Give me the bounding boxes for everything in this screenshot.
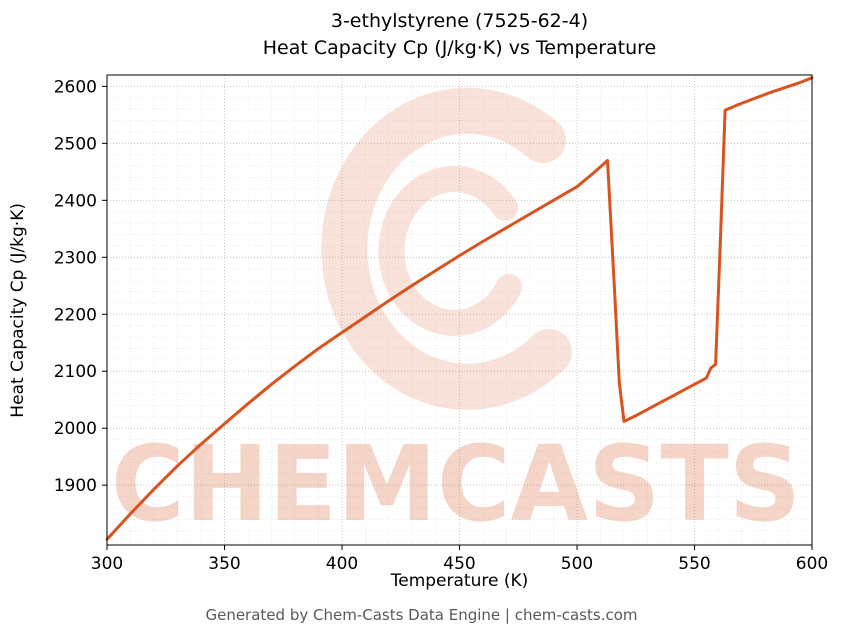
y-axis-label: Heat Capacity Cp (J/kg·K)	[8, 202, 28, 418]
x-tick-label: 300	[91, 554, 123, 574]
x-tick-label: 550	[678, 554, 710, 574]
chart-title-line1: 3-ethylstyrene (7525-62-4)	[330, 10, 589, 32]
y-tick-label: 2300	[54, 248, 97, 268]
chemcasts-swirl-inner-icon	[378, 166, 522, 336]
y-tick-label: 2100	[54, 362, 97, 382]
watermark: CHEMCASTS	[111, 87, 801, 545]
footer-credit: Generated by Chem-Casts Data Engine | ch…	[205, 606, 638, 624]
y-tick-label: 2400	[54, 191, 97, 211]
x-tick-label: 500	[561, 554, 593, 574]
chart-title-block: 3-ethylstyrene (7525-62-4) Heat Capacity…	[107, 8, 812, 62]
cp-vs-temperature-line	[105, 76, 814, 541]
x-tick-label: 400	[326, 554, 358, 574]
watermark-text: CHEMCASTS	[111, 423, 801, 545]
chemcasts-swirl-c-logo-icon	[321, 87, 572, 410]
y-tick-label: 1900	[54, 476, 97, 496]
x-axis-label: Temperature (K)	[390, 571, 529, 591]
y-tick-label: 2500	[54, 134, 97, 154]
x-tick-label: 350	[208, 554, 240, 574]
chart-title-line2: Heat Capacity Cp (J/kg·K) vs Temperature	[262, 37, 657, 59]
y-axis-label-wrap: Heat Capacity Cp (J/kg·K)	[4, 75, 32, 545]
x-tick-label: 450	[443, 554, 475, 574]
x-tick-label: 600	[796, 554, 828, 574]
y-tick-label: 2600	[54, 77, 97, 97]
y-tick-label: 2200	[54, 305, 97, 325]
y-tick-label: 2000	[54, 419, 97, 439]
